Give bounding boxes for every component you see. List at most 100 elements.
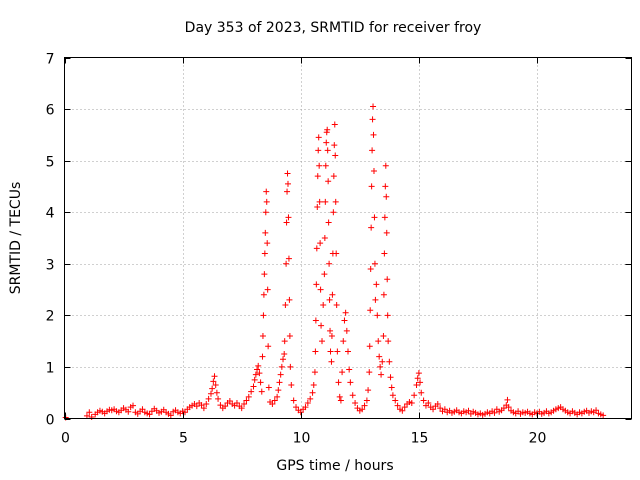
data-point bbox=[372, 296, 379, 303]
y-tick-label: 1 bbox=[46, 361, 55, 377]
data-point bbox=[415, 370, 422, 377]
data-point bbox=[125, 408, 132, 415]
data-point bbox=[381, 250, 388, 257]
data-point bbox=[330, 209, 337, 216]
y-axis-label: SRMTID / TECUs bbox=[8, 182, 24, 295]
data-point bbox=[361, 402, 368, 409]
data-point bbox=[281, 351, 288, 358]
data-point bbox=[255, 362, 262, 369]
data-point bbox=[359, 406, 366, 413]
data-point bbox=[331, 142, 338, 149]
plot-frame bbox=[64, 57, 632, 419]
data-point bbox=[378, 371, 385, 378]
data-point bbox=[327, 348, 334, 355]
y-tick-label: 3 bbox=[46, 258, 55, 274]
data-point bbox=[263, 198, 270, 205]
data-point bbox=[274, 393, 281, 400]
data-point bbox=[389, 392, 396, 399]
data-point bbox=[330, 173, 337, 180]
data-point bbox=[366, 343, 373, 350]
data-point bbox=[275, 387, 282, 394]
data-point bbox=[321, 271, 328, 278]
data-point bbox=[394, 402, 401, 409]
data-point bbox=[325, 219, 332, 226]
x-tick-label: 5 bbox=[179, 431, 188, 447]
data-point bbox=[203, 401, 210, 408]
data-point bbox=[215, 395, 222, 402]
data-point bbox=[167, 412, 174, 419]
data-point bbox=[325, 178, 332, 185]
data-point bbox=[365, 387, 372, 394]
grid bbox=[64, 57, 632, 419]
data-point bbox=[375, 338, 382, 345]
data-point bbox=[418, 389, 425, 396]
data-point bbox=[341, 317, 348, 324]
data-point bbox=[370, 167, 377, 174]
data-point bbox=[386, 358, 393, 365]
data-point bbox=[241, 401, 248, 408]
data-point bbox=[347, 379, 354, 386]
data-point bbox=[314, 173, 321, 180]
data-point bbox=[370, 103, 377, 110]
x-tick-label: 10 bbox=[293, 431, 311, 447]
data-point bbox=[329, 291, 336, 298]
data-point bbox=[259, 353, 266, 360]
data-point bbox=[311, 369, 318, 376]
data-point bbox=[283, 260, 290, 267]
data-point bbox=[238, 405, 245, 412]
data-point bbox=[281, 338, 288, 345]
data-point bbox=[600, 412, 607, 419]
x-tick-label: 15 bbox=[411, 431, 429, 447]
data-point bbox=[245, 393, 252, 400]
data-point bbox=[345, 348, 351, 355]
data-point bbox=[198, 402, 205, 409]
data-point bbox=[257, 379, 264, 386]
data-point bbox=[260, 291, 267, 298]
data-point bbox=[401, 404, 408, 411]
data-point bbox=[373, 281, 380, 288]
data-point bbox=[276, 379, 283, 386]
data-point bbox=[271, 397, 278, 404]
data-point bbox=[374, 312, 381, 319]
x-tick-label: 20 bbox=[529, 431, 547, 447]
data-point bbox=[312, 317, 319, 324]
data-point bbox=[324, 147, 331, 154]
data-point bbox=[297, 409, 304, 416]
data-point bbox=[260, 312, 267, 319]
data-point bbox=[317, 286, 324, 293]
data-point bbox=[207, 390, 214, 397]
x-tick-label: 0 bbox=[61, 431, 70, 447]
data-series bbox=[62, 103, 607, 421]
data-point bbox=[265, 384, 272, 391]
data-point bbox=[385, 338, 392, 345]
data-point bbox=[388, 384, 395, 391]
data-point bbox=[321, 235, 328, 241]
data-point bbox=[254, 366, 261, 373]
data-point bbox=[261, 250, 268, 257]
data-point bbox=[209, 385, 216, 392]
data-point bbox=[265, 343, 272, 350]
data-point bbox=[252, 371, 259, 378]
data-point bbox=[262, 209, 269, 216]
data-point bbox=[226, 397, 233, 404]
data-point bbox=[284, 180, 291, 187]
data-point bbox=[310, 381, 317, 388]
data-point bbox=[312, 348, 319, 355]
data-point bbox=[370, 131, 377, 138]
data-point bbox=[371, 260, 378, 267]
data-point bbox=[315, 147, 322, 154]
data-point bbox=[414, 375, 421, 382]
data-point bbox=[333, 302, 340, 309]
data-point bbox=[379, 358, 386, 365]
data-point bbox=[248, 388, 255, 395]
data-point bbox=[326, 296, 333, 303]
data-point bbox=[309, 389, 316, 396]
data-point bbox=[399, 407, 406, 414]
data-point bbox=[349, 392, 356, 399]
data-point bbox=[139, 406, 146, 413]
data-point bbox=[500, 405, 507, 412]
data-point bbox=[317, 240, 324, 247]
data-point bbox=[205, 395, 212, 402]
data-point bbox=[367, 265, 374, 272]
